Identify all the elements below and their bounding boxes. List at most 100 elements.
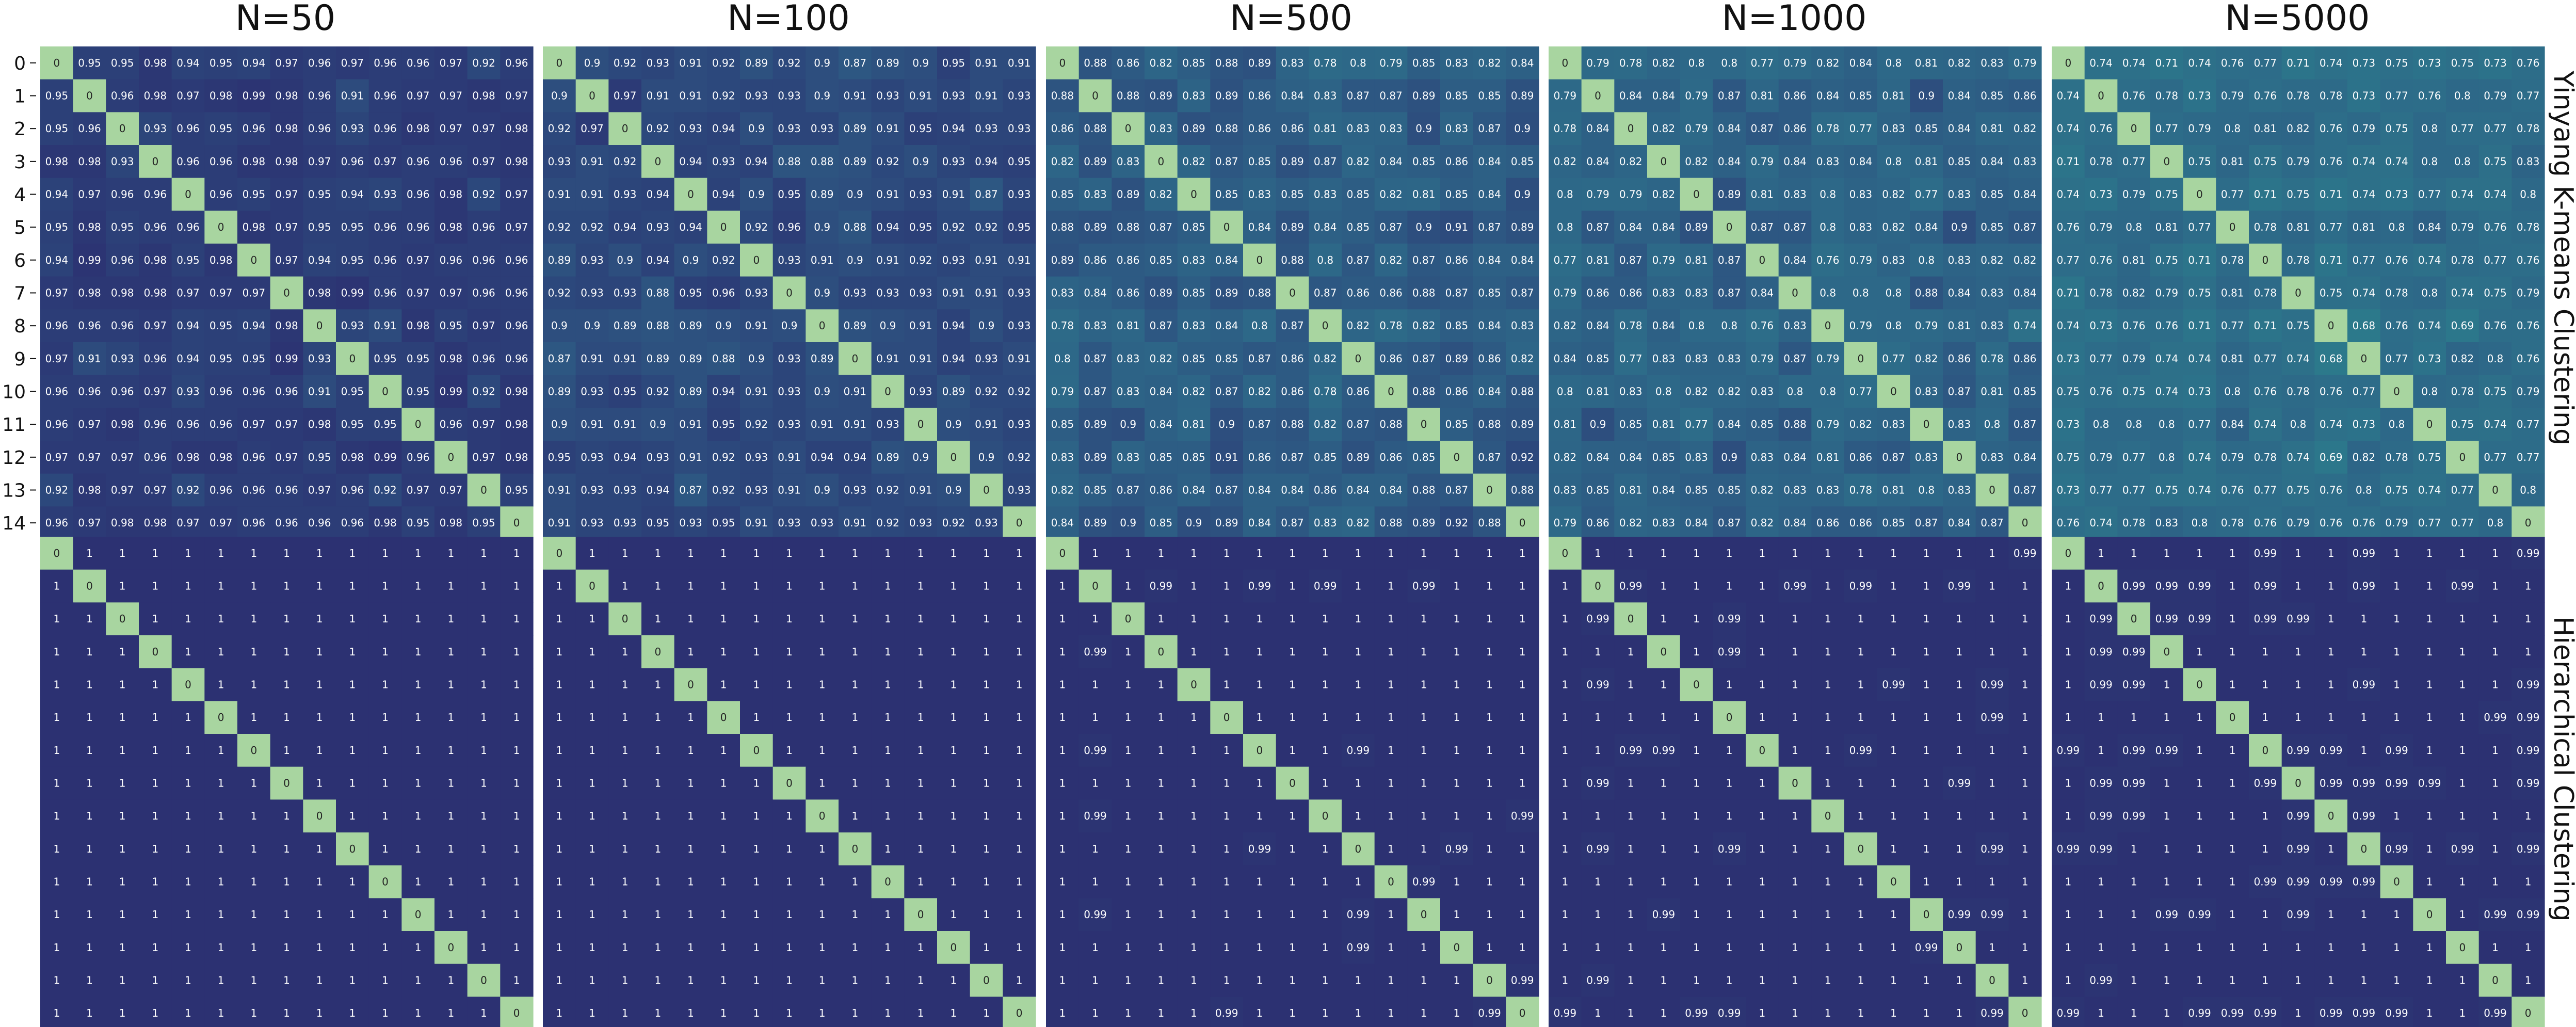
cell-value-label: 0.95 xyxy=(407,386,430,398)
cell-value-label: 1 xyxy=(1660,843,1667,855)
cell-value-label: 1 xyxy=(1059,679,1066,691)
cell-value-label: 0.87 xyxy=(1981,517,2004,529)
cell-value-label: 0.9 xyxy=(617,254,633,266)
cell-value-label: 0.99 xyxy=(2188,580,2211,592)
cell-value-label: 1 xyxy=(53,613,60,625)
cell-value-label: 0.85 xyxy=(1182,221,1205,233)
cell-value-label: 1 xyxy=(2393,613,2400,625)
cell-value-label: 0.79 xyxy=(2385,517,2408,529)
cell-value-label: 0.99 xyxy=(2287,810,2310,822)
cell-value-label: 1 xyxy=(1125,876,1132,888)
cell-value-label: 0.8 xyxy=(1721,57,1737,69)
heatmap-cell xyxy=(237,112,271,146)
cell-value-label: 1 xyxy=(2065,876,2071,888)
cell-value-label: 0.75 xyxy=(2320,287,2343,299)
cell-value-label: 1 xyxy=(1519,744,1526,757)
cell-value-label: 0 xyxy=(917,418,924,430)
cell-value-label: 1 xyxy=(1223,941,1230,954)
cell-value-label: 1 xyxy=(1289,876,1296,888)
cell-value-label: 1 xyxy=(851,941,858,954)
cell-value-label: 0 xyxy=(1726,221,1733,233)
cell-value-label: 0.74 xyxy=(2188,352,2211,365)
cell-value-label: 0.91 xyxy=(844,418,867,430)
cell-value-label: 0.87 xyxy=(1281,517,1304,529)
cell-value-label: 1 xyxy=(2459,974,2466,987)
cell-value-label: 1 xyxy=(1956,1007,1962,1019)
heatmap-panel-kmeans_N500: 0 0.88 0.86 0.82 0.85 0.88 0.89 0.83 0.78 0.8 0.79… xyxy=(1046,46,1539,540)
cell-value-label: 1 xyxy=(589,908,595,921)
cell-value-label: 1 xyxy=(53,974,60,987)
cell-value-label: 0.76 xyxy=(1751,319,1774,332)
cell-value-label: 1 xyxy=(1693,711,1700,724)
cell-value-label: 1 xyxy=(1519,908,1526,921)
cell-value-label: 0.85 xyxy=(1150,517,1173,529)
cell-value-label: 1 xyxy=(1322,547,1329,559)
cell-value-label: 1 xyxy=(2426,711,2433,724)
cell-value-label: 0.99 xyxy=(2254,777,2277,790)
cell-value-label: 0.78 xyxy=(2451,386,2474,398)
cell-value-label: 0.8 xyxy=(1886,57,1902,69)
cell-value-label: 1 xyxy=(1519,876,1526,888)
cell-value-label: 1 xyxy=(786,941,793,954)
cell-value-label: 0.94 xyxy=(712,386,735,398)
cell-value-label: 0.95 xyxy=(210,352,233,365)
cell-value-label: 1 xyxy=(316,580,323,592)
cell-value-label: 1 xyxy=(983,711,990,724)
cell-value-label: 1 xyxy=(1956,646,1962,658)
cell-value-label: 1 xyxy=(1923,547,1930,559)
cell-value-label: 1 xyxy=(983,744,990,757)
cell-value-label: 1 xyxy=(1125,679,1132,691)
cell-value-label: 1 xyxy=(983,810,990,822)
cell-value-label: 1 xyxy=(53,777,60,790)
cell-value-label: 0.97 xyxy=(144,386,167,398)
cell-value-label: 0.82 xyxy=(1849,418,1873,430)
cell-value-label: 0.98 xyxy=(275,90,298,102)
cell-value-label: 0.92 xyxy=(472,188,495,201)
cell-value-label: 0.91 xyxy=(909,319,932,332)
cell-value-label: 1 xyxy=(2262,974,2268,987)
cell-value-label: 0.91 xyxy=(1008,57,1031,69)
cell-value-label: 0.97 xyxy=(78,451,101,463)
cell-value-label: 1 xyxy=(86,777,93,790)
cell-value-label: 1 xyxy=(218,580,224,592)
cell-value-label: 0.9 xyxy=(1186,517,1202,529)
cell-value-label: 1 xyxy=(1561,777,1568,790)
cell-value-label: 1 xyxy=(1190,580,1197,592)
heatmap-cell xyxy=(270,145,303,179)
cell-value-label: 0.93 xyxy=(909,188,932,201)
heatmap-cell xyxy=(40,112,74,146)
cell-value-label: 1 xyxy=(720,646,727,658)
cell-value-label: 1 xyxy=(1289,941,1296,954)
cell-value-label: 0.68 xyxy=(2320,352,2343,365)
cell-value-label: 1 xyxy=(786,580,793,592)
cell-value-label: 0.8 xyxy=(1557,386,1573,398)
cell-value-label: 0.86 xyxy=(1586,517,1609,529)
cell-value-label: 1 xyxy=(753,974,760,987)
cell-value-label: 1 xyxy=(687,1007,694,1019)
cell-value-label: 1 xyxy=(687,711,694,724)
cell-value-label: 1 xyxy=(2328,711,2335,724)
cell-value-label: 0.97 xyxy=(308,155,331,168)
cell-value-label: 0.82 xyxy=(1981,254,2004,266)
cell-value-label: 1 xyxy=(1453,810,1460,822)
cell-value-label: 0.86 xyxy=(1445,254,1469,266)
cell-value-label: 1 xyxy=(654,679,661,691)
cell-value-label: 0.93 xyxy=(176,386,200,398)
cell-value-label: 1 xyxy=(1890,777,1897,790)
cell-value-label: 1 xyxy=(654,777,661,790)
cell-value-label: 0.8 xyxy=(2389,418,2405,430)
cell-value-label: 1 xyxy=(1693,908,1700,921)
cell-value-label: 1 xyxy=(753,777,760,790)
cell-value-label: 1 xyxy=(1016,908,1023,921)
cell-value-label: 1 xyxy=(119,876,126,888)
cell-value-label: 1 xyxy=(316,679,323,691)
cell-value-label: 1 xyxy=(1792,908,1798,921)
cell-value-label: 1 xyxy=(152,580,158,592)
cell-value-label: 1 xyxy=(2393,810,2400,822)
cell-value-label: 0.85 xyxy=(2014,386,2037,398)
cell-value-label: 1 xyxy=(1256,1007,1263,1019)
cell-value-label: 0.98 xyxy=(45,155,69,168)
cell-value-label: 1 xyxy=(1092,679,1099,691)
cell-value-label: 1 xyxy=(1388,547,1394,559)
cell-value-label: 0.78 xyxy=(2122,517,2146,529)
